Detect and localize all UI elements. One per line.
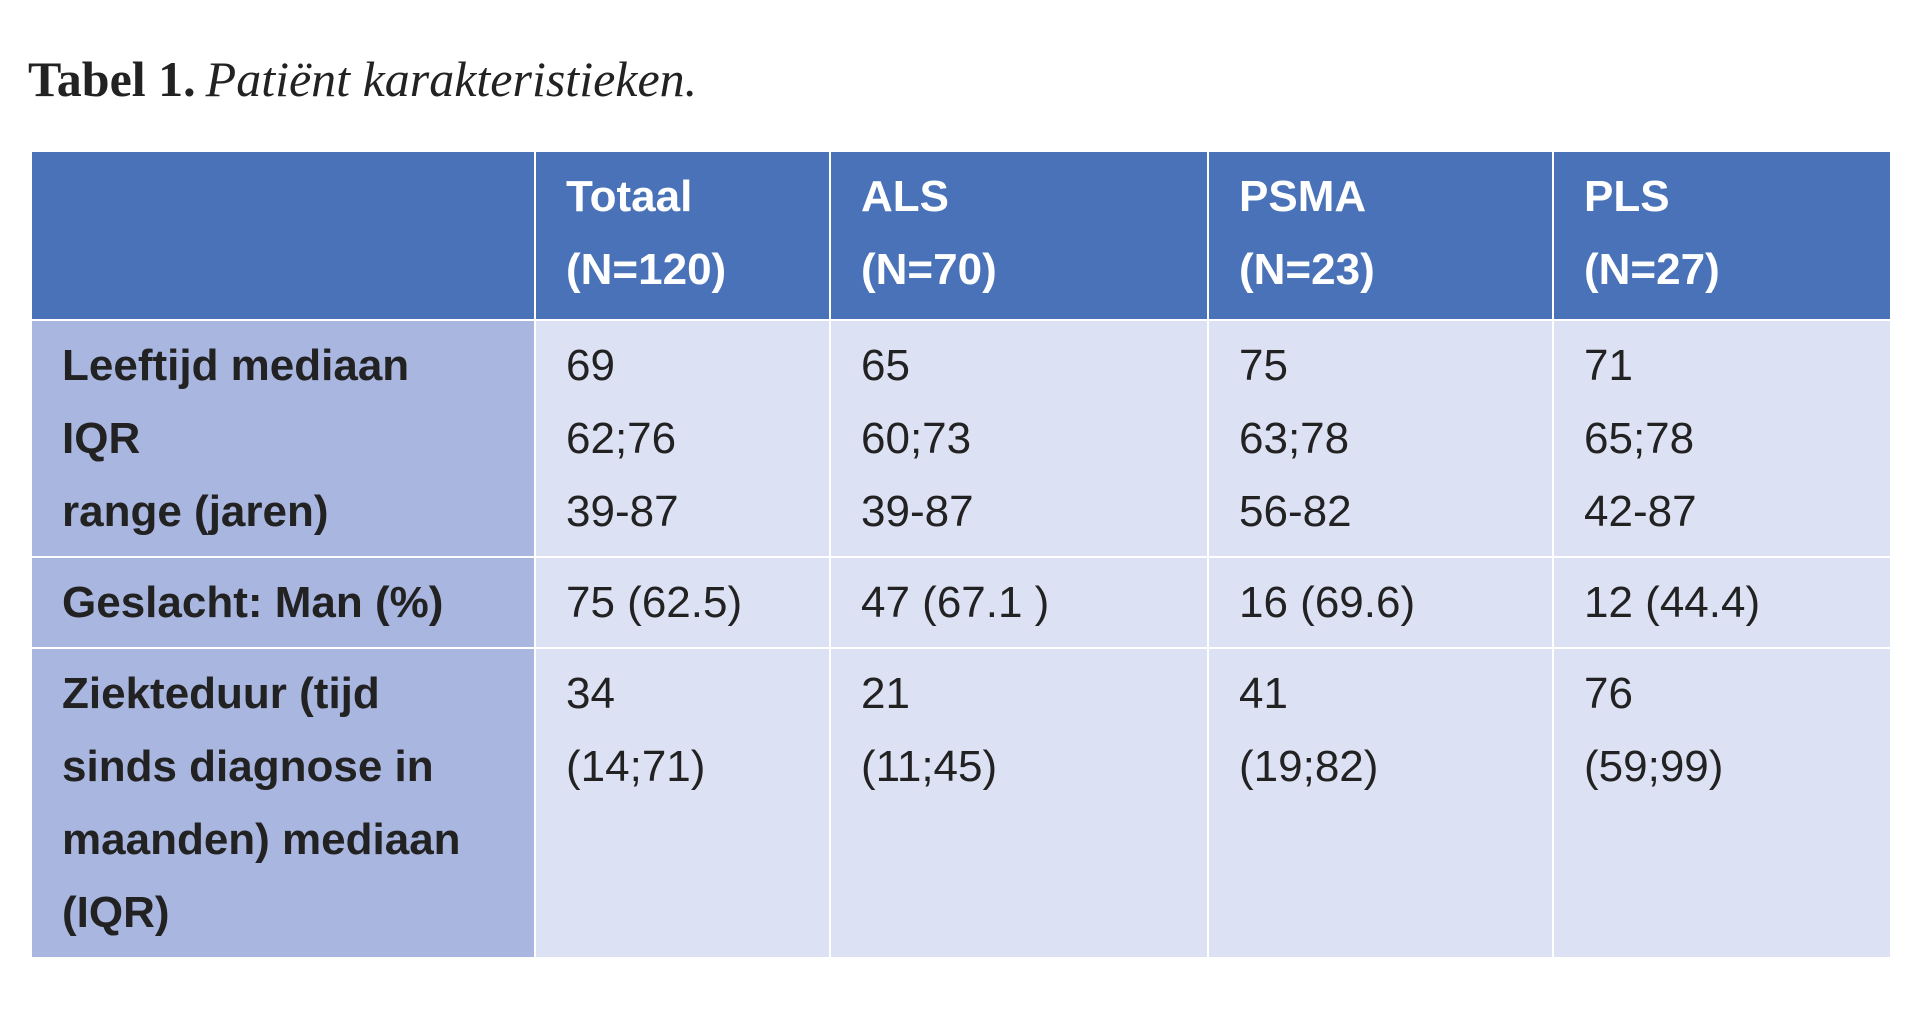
header-cell bbox=[30, 150, 536, 321]
cell-line: (N=70) bbox=[861, 245, 997, 294]
cell-line: range (jaren) bbox=[62, 487, 329, 536]
header-cell: ALS (N=70) bbox=[829, 150, 1209, 321]
cell-line: 69 bbox=[566, 341, 615, 390]
cell: 34 (14;71) bbox=[534, 647, 831, 959]
cell: 69 62;76 39-87 bbox=[534, 319, 831, 558]
cell-line: (N=23) bbox=[1239, 245, 1375, 294]
cell-line: 56-82 bbox=[1239, 487, 1352, 536]
row-label: Geslacht: Man (%) bbox=[30, 556, 536, 649]
cell-line: 34 bbox=[566, 669, 615, 718]
cell: 16 (69.6) bbox=[1207, 556, 1554, 649]
cell: 76 (59;99) bbox=[1552, 647, 1892, 959]
cell-line: (N=120) bbox=[566, 245, 727, 294]
table-title: Tabel 1. Patiënt karakteristieken. bbox=[28, 50, 697, 108]
cell-line: Leeftijd mediaan bbox=[62, 341, 410, 390]
cell-line: 60;73 bbox=[861, 414, 972, 463]
header-cell: PSMA (N=23) bbox=[1207, 150, 1554, 321]
cell-line: PSMA bbox=[1239, 172, 1367, 221]
title-text: Patiënt karakteristieken. bbox=[205, 51, 698, 107]
cell-line: 63;78 bbox=[1239, 414, 1350, 463]
cell-line: 71 bbox=[1584, 341, 1633, 390]
row-label: Leeftijd mediaan IQR range (jaren) bbox=[30, 319, 536, 558]
cell-line: 47 (67.1 ) bbox=[861, 578, 1050, 627]
cell: 65 60;73 39-87 bbox=[829, 319, 1209, 558]
cell-line: PLS bbox=[1584, 172, 1670, 221]
table: Totaal (N=120) ALS (N=70) PSMA (N=23) PLS (N=27… bbox=[30, 150, 1892, 959]
cell-line: 39-87 bbox=[566, 487, 679, 536]
cell-line: Geslacht: Man (%) bbox=[62, 578, 444, 627]
cell-line: (19;82) bbox=[1239, 742, 1379, 791]
cell-line: 41 bbox=[1239, 669, 1288, 718]
cell: 21 (11;45) bbox=[829, 647, 1209, 959]
cell-line: IQR bbox=[62, 414, 141, 463]
cell-line: (11;45) bbox=[861, 742, 998, 791]
cell-line: ALS bbox=[861, 172, 949, 221]
table-row: Leeftijd mediaan IQR range (jaren) 69 62;76 3… bbox=[30, 319, 1892, 558]
cell-line: 65 bbox=[861, 341, 910, 390]
header-row: Totaal (N=120) ALS (N=70) PSMA (N=23) PLS (N=27… bbox=[30, 150, 1892, 321]
header-cell: PLS (N=27) bbox=[1552, 150, 1892, 321]
table-row: Ziekteduur (tijd sinds diagnose in maand… bbox=[30, 647, 1892, 959]
cell-line: 75 (62.5) bbox=[566, 578, 743, 627]
cell-line: 75 bbox=[1239, 341, 1288, 390]
cell: 47 (67.1 ) bbox=[829, 556, 1209, 649]
cell-line: 76 bbox=[1584, 669, 1633, 718]
cell-line: (14;71) bbox=[566, 742, 706, 791]
cell-line: 21 bbox=[861, 669, 910, 718]
row-label: Ziekteduur (tijd sinds diagnose in maand… bbox=[30, 647, 536, 959]
cell-line: 16 (69.6) bbox=[1239, 578, 1416, 627]
cell: 41 (19;82) bbox=[1207, 647, 1554, 959]
cell-line: Ziekteduur (tijd sinds diagnose in maand… bbox=[62, 669, 461, 937]
cell-line: 12 (44.4) bbox=[1584, 578, 1761, 627]
cell-line: Totaal bbox=[566, 172, 693, 221]
cell: 12 (44.4) bbox=[1552, 556, 1892, 649]
cell-line: 62;76 bbox=[566, 414, 677, 463]
title-label: Tabel 1. bbox=[28, 51, 196, 107]
header-cell: Totaal (N=120) bbox=[534, 150, 831, 321]
cell: 71 65;78 42-87 bbox=[1552, 319, 1892, 558]
cell-line: 39-87 bbox=[861, 487, 974, 536]
cell: 75 63;78 56-82 bbox=[1207, 319, 1554, 558]
cell-line: 42-87 bbox=[1584, 487, 1697, 536]
table-row: Geslacht: Man (%) 75 (62.5) 47 (67.1 ) 16 (… bbox=[30, 556, 1892, 649]
cell-line: (N=27) bbox=[1584, 245, 1720, 294]
cell-line: (59;99) bbox=[1584, 742, 1724, 791]
cell: 75 (62.5) bbox=[534, 556, 831, 649]
cell-line: 65;78 bbox=[1584, 414, 1695, 463]
table-body: Leeftijd mediaan IQR range (jaren) 69 62;76 3… bbox=[30, 319, 1892, 959]
